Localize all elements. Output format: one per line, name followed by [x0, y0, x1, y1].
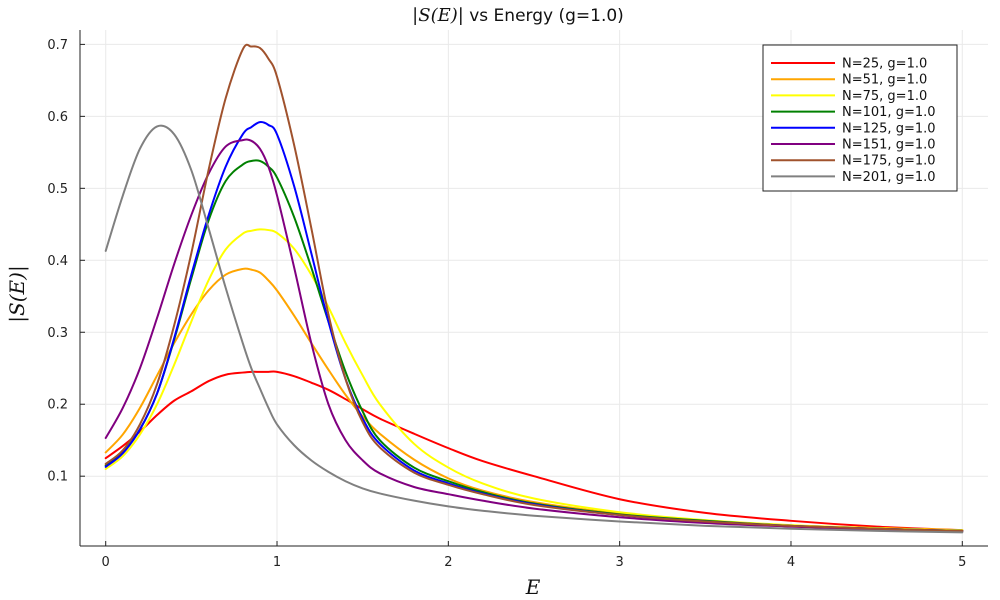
y-tick-label: 0.4: [47, 254, 68, 269]
series-line-3: [104, 228, 964, 532]
chart-title-math: |S(E)|: [412, 5, 464, 26]
y-tick-label: 0.2: [47, 398, 68, 413]
y-axis-label: |S(E)|: [5, 265, 30, 322]
axes: [79, 30, 988, 547]
legend-label: N=125, g=1.0: [842, 121, 936, 136]
tick-labels: 0 1 2 3 4 5 0.1 0.2 0.3 0.4 0.5 0.6 0.7: [47, 38, 966, 570]
legend-label: N=25, g=1.0: [842, 57, 927, 72]
chart-title-text: vs Energy (g=1.0): [464, 6, 624, 26]
series-line-8: [104, 124, 964, 534]
legend-label: N=175, g=1.0: [842, 154, 936, 169]
legend-label: N=201, g=1.0: [842, 170, 936, 185]
legend-box: [762, 44, 958, 192]
series-line-7: [104, 43, 964, 532]
x-tick-label: 1: [273, 555, 281, 570]
series-line-1: [104, 370, 964, 532]
legend-label: N=51, g=1.0: [842, 73, 927, 88]
legend-label: N=75, g=1.0: [842, 89, 927, 104]
y-tick-label: 0.7: [47, 38, 68, 53]
plot-lines: [104, 43, 964, 534]
x-tick-label: 0: [102, 555, 110, 570]
y-tick-label: 0.5: [47, 182, 68, 197]
x-tick-label: 4: [787, 555, 795, 570]
chart-title: |S(E)| vs Energy (g=1.0): [412, 5, 624, 26]
y-tick-label: 0.1: [47, 470, 68, 485]
legend-label: N=101, g=1.0: [842, 105, 936, 120]
y-tick-label: 0.6: [47, 110, 68, 125]
series-line-6: [104, 138, 964, 533]
x-tick-label: 5: [958, 555, 966, 570]
x-axis-label: E: [525, 575, 541, 599]
y-tick-label: 0.3: [47, 326, 68, 341]
x-tick-label: 2: [444, 555, 452, 570]
legend-label: N=151, g=1.0: [842, 138, 936, 153]
legend: N=25, g=1.0N=51, g=1.0N=75, g=1.0N=101, …: [762, 44, 958, 192]
x-tick-label: 3: [616, 555, 624, 570]
